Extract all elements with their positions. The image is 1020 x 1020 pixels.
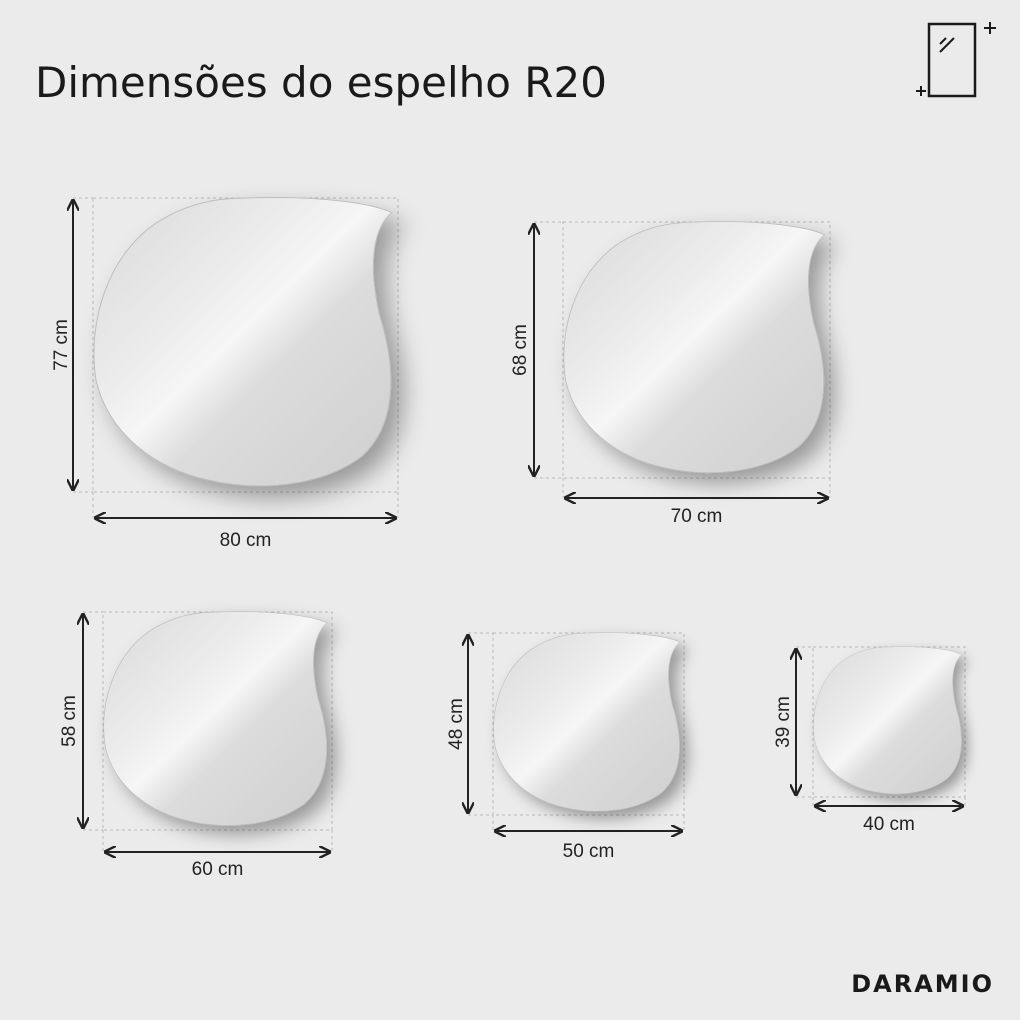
mirror: 68 cm 70 cm (510, 221, 831, 527)
height-label: 68 cm (510, 324, 531, 376)
mirror-shape (813, 646, 963, 795)
mirror-icon (916, 22, 996, 98)
width-label: 80 cm (220, 530, 272, 551)
guide-box (492, 632, 685, 816)
height-label: 77 cm (51, 319, 72, 371)
width-label: 60 cm (192, 859, 244, 880)
mirror: 39 cm 40 cm (773, 646, 966, 835)
height-label: 39 cm (773, 696, 794, 748)
width-label: 40 cm (863, 814, 915, 835)
mirror-shape (93, 196, 393, 487)
height-label: 58 cm (59, 695, 80, 747)
width-label: 70 cm (671, 506, 723, 527)
mirror: 58 cm 60 cm (59, 611, 333, 880)
brand: DARAMIO (851, 970, 994, 998)
height-label: 48 cm (446, 698, 467, 750)
mirror-shape (103, 611, 329, 826)
mirror: 48 cm 50 cm (446, 632, 685, 862)
width-label: 50 cm (563, 841, 615, 862)
mirror-shape (493, 632, 681, 812)
mirror-shape (563, 221, 826, 474)
mirror: 77 cm 80 cm (51, 196, 399, 551)
guide-box (812, 646, 966, 798)
title: Dimensões do espelho R20 (35, 58, 607, 107)
